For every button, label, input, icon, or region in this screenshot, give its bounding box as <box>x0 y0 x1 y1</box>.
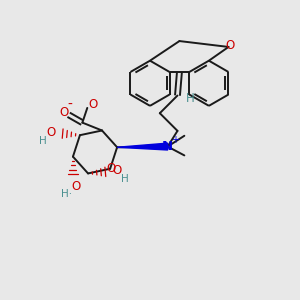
Text: O: O <box>71 180 80 193</box>
Text: O: O <box>112 164 121 177</box>
Text: -: - <box>67 98 72 112</box>
Text: O: O <box>225 40 234 52</box>
Polygon shape <box>117 143 168 150</box>
Text: H·: H· <box>61 189 72 199</box>
Text: H: H <box>122 174 129 184</box>
Text: O: O <box>88 98 98 112</box>
Text: H: H <box>39 136 46 146</box>
Text: H: H <box>186 92 195 105</box>
Text: O: O <box>106 162 116 175</box>
Text: +: + <box>172 135 179 145</box>
Text: O: O <box>59 106 68 119</box>
Text: O: O <box>47 126 56 139</box>
Text: N: N <box>162 140 173 153</box>
